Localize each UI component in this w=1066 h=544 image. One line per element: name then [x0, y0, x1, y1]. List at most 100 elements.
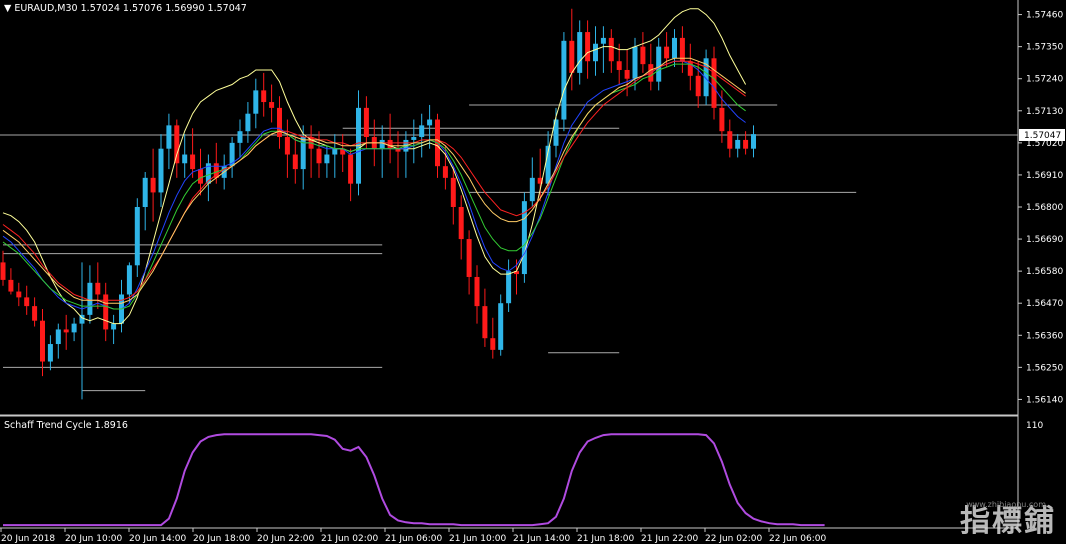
- candle-body: [561, 40, 567, 120]
- candle-body: [198, 169, 203, 184]
- dropdown-arrow-icon[interactable]: ▼: [4, 3, 12, 14]
- candle-body: [300, 137, 306, 170]
- candle-body: [735, 139, 741, 149]
- candle-body: [529, 177, 535, 202]
- candle-body: [95, 282, 101, 295]
- candle-body: [695, 75, 701, 97]
- moving-average-line: [2, 60, 746, 301]
- candle-body: [253, 90, 259, 114]
- candle-body: [332, 148, 338, 155]
- price-tick-label: 1.56580: [1026, 267, 1063, 277]
- time-tick-label: 22 Jun 02:00: [705, 534, 762, 544]
- candle-body: [616, 61, 622, 70]
- candle-body: [182, 154, 188, 164]
- candle-body: [458, 207, 464, 240]
- candle-body: [213, 163, 219, 178]
- candle-body: [664, 46, 670, 59]
- price-tick-label: 1.56800: [1026, 203, 1063, 213]
- price-tick-label: 1.56250: [1026, 363, 1063, 373]
- price-tick-label: 1.56690: [1026, 235, 1063, 245]
- indicator-label: Schaff Trend Cycle 1.8916: [4, 420, 128, 431]
- candle-body: [427, 119, 433, 126]
- candle-body: [340, 148, 346, 155]
- candle-body: [63, 329, 69, 333]
- candle-body: [32, 306, 38, 321]
- candle-body: [593, 43, 598, 62]
- indicator-header: Schaff Trend Cycle 1.8916: [4, 420, 128, 431]
- time-tick-label: 21 Jun 10:00: [449, 534, 506, 544]
- candle-body: [71, 323, 77, 333]
- price-tick-label: 1.56140: [1026, 395, 1063, 405]
- candle-body: [24, 297, 30, 307]
- moving-average-line: [2, 63, 746, 310]
- candle-body: [55, 329, 61, 345]
- candle-body: [348, 154, 354, 184]
- time-tick-label: 21 Jun 02:00: [321, 534, 378, 544]
- moving-average-line: [2, 60, 746, 310]
- time-tick-label: 21 Jun 18:00: [577, 534, 634, 544]
- candle-body: [672, 37, 677, 59]
- candle-body: [79, 314, 85, 324]
- candle-body: [379, 139, 385, 149]
- candle-body: [624, 69, 630, 79]
- candle-body: [442, 166, 448, 178]
- watermark-url: www.zhibiaopu.com: [966, 500, 1046, 509]
- candle-body: [47, 344, 53, 362]
- candle-body: [490, 338, 496, 350]
- candle-body: [126, 265, 132, 295]
- candle-body: [269, 102, 275, 108]
- time-tick-label: 20 Jun 22:00: [257, 534, 314, 544]
- candle-body: [387, 139, 393, 149]
- candle-body: [537, 177, 543, 184]
- candle-body: [608, 37, 614, 62]
- candle-body: [395, 148, 401, 152]
- candle-body: [743, 139, 749, 149]
- candle-body: [474, 276, 480, 307]
- price-tick-label: 1.57130: [1026, 107, 1063, 117]
- candle-body: [521, 201, 527, 275]
- candle-body: [450, 177, 456, 207]
- candle-body: [553, 119, 559, 146]
- candle-body: [656, 46, 662, 82]
- candle-body: [679, 37, 685, 62]
- time-tick-label: 21 Jun 14:00: [513, 534, 570, 544]
- candle-body: [292, 154, 298, 170]
- price-tick-label: 1.57020: [1026, 139, 1063, 149]
- candle-body: [687, 61, 693, 76]
- current-price-label: 1.57047: [1024, 131, 1061, 141]
- candle-body: [632, 46, 638, 79]
- time-tick-label: 21 Jun 22:00: [641, 534, 698, 544]
- price-tick-label: 1.57460: [1026, 11, 1063, 21]
- symbol-label: EURAUD,M30: [14, 3, 78, 14]
- candle-body: [324, 154, 330, 164]
- candle-body: [103, 294, 109, 330]
- candle-body: [158, 148, 164, 193]
- candle-body: [261, 90, 267, 103]
- current-price-tag: [1019, 128, 1065, 141]
- candle-body: [514, 271, 519, 275]
- candle-body: [482, 306, 488, 339]
- watermark: www.zhibiaopu.com 指標鋪: [960, 500, 1056, 539]
- stc-tick-label: 110: [1026, 421, 1043, 431]
- candle-body: [8, 279, 14, 292]
- candle-body: [284, 137, 290, 155]
- candle-body: [751, 134, 756, 149]
- candle-body: [703, 58, 709, 97]
- watermark-text: 指標鋪: [960, 504, 1056, 539]
- candle-body: [577, 32, 583, 73]
- candle-body: [111, 323, 117, 330]
- candle-body: [174, 125, 180, 164]
- candle-body: [719, 107, 725, 132]
- candle-body: [87, 282, 93, 315]
- candle-body: [585, 32, 591, 62]
- candle-body: [569, 40, 575, 73]
- candle-body: [545, 145, 551, 184]
- candle-body: [229, 142, 235, 167]
- price-tick-label: 1.57350: [1026, 43, 1063, 53]
- moving-average-line: [2, 57, 746, 304]
- candle-body: [245, 113, 251, 132]
- time-tick-label: 22 Jun 06:00: [769, 534, 826, 544]
- chart-header: ▼ EURAUD,M30 1.57024 1.57076 1.56990 1.5…: [4, 3, 247, 14]
- ohlc-values: 1.57024 1.57076 1.56990 1.57047: [80, 3, 247, 14]
